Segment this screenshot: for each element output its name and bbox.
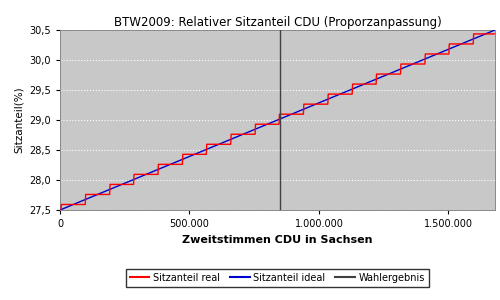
Y-axis label: Sitzanteil(%): Sitzanteil(%) xyxy=(14,87,24,153)
Legend: Sitzanteil real, Sitzanteil ideal, Wahlergebnis: Sitzanteil real, Sitzanteil ideal, Wahle… xyxy=(126,269,429,286)
X-axis label: Zweitstimmen CDU in Sachsen: Zweitstimmen CDU in Sachsen xyxy=(182,235,373,244)
Title: BTW2009: Relativer Sitzanteil CDU (Proporzanpassung): BTW2009: Relativer Sitzanteil CDU (Propo… xyxy=(114,16,442,29)
